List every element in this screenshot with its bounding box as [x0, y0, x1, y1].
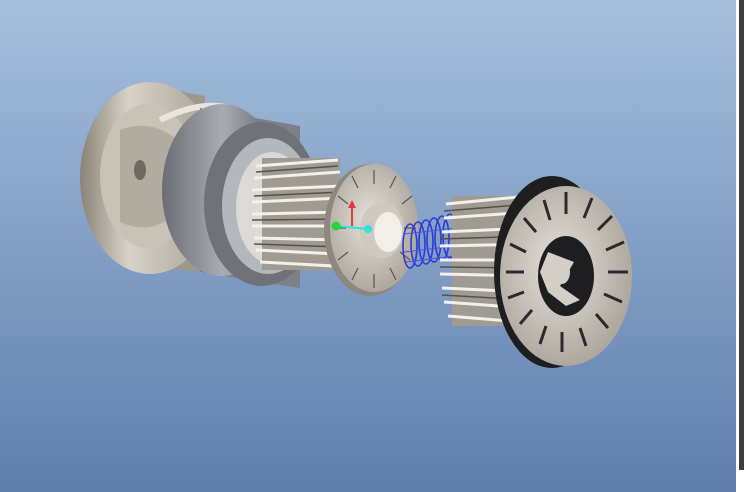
frame-divider[interactable]	[739, 0, 744, 470]
coordinate-triad-icon	[331, 200, 372, 233]
slotted-end-disc-icon[interactable]	[494, 176, 632, 368]
right-window-frame	[736, 0, 746, 492]
